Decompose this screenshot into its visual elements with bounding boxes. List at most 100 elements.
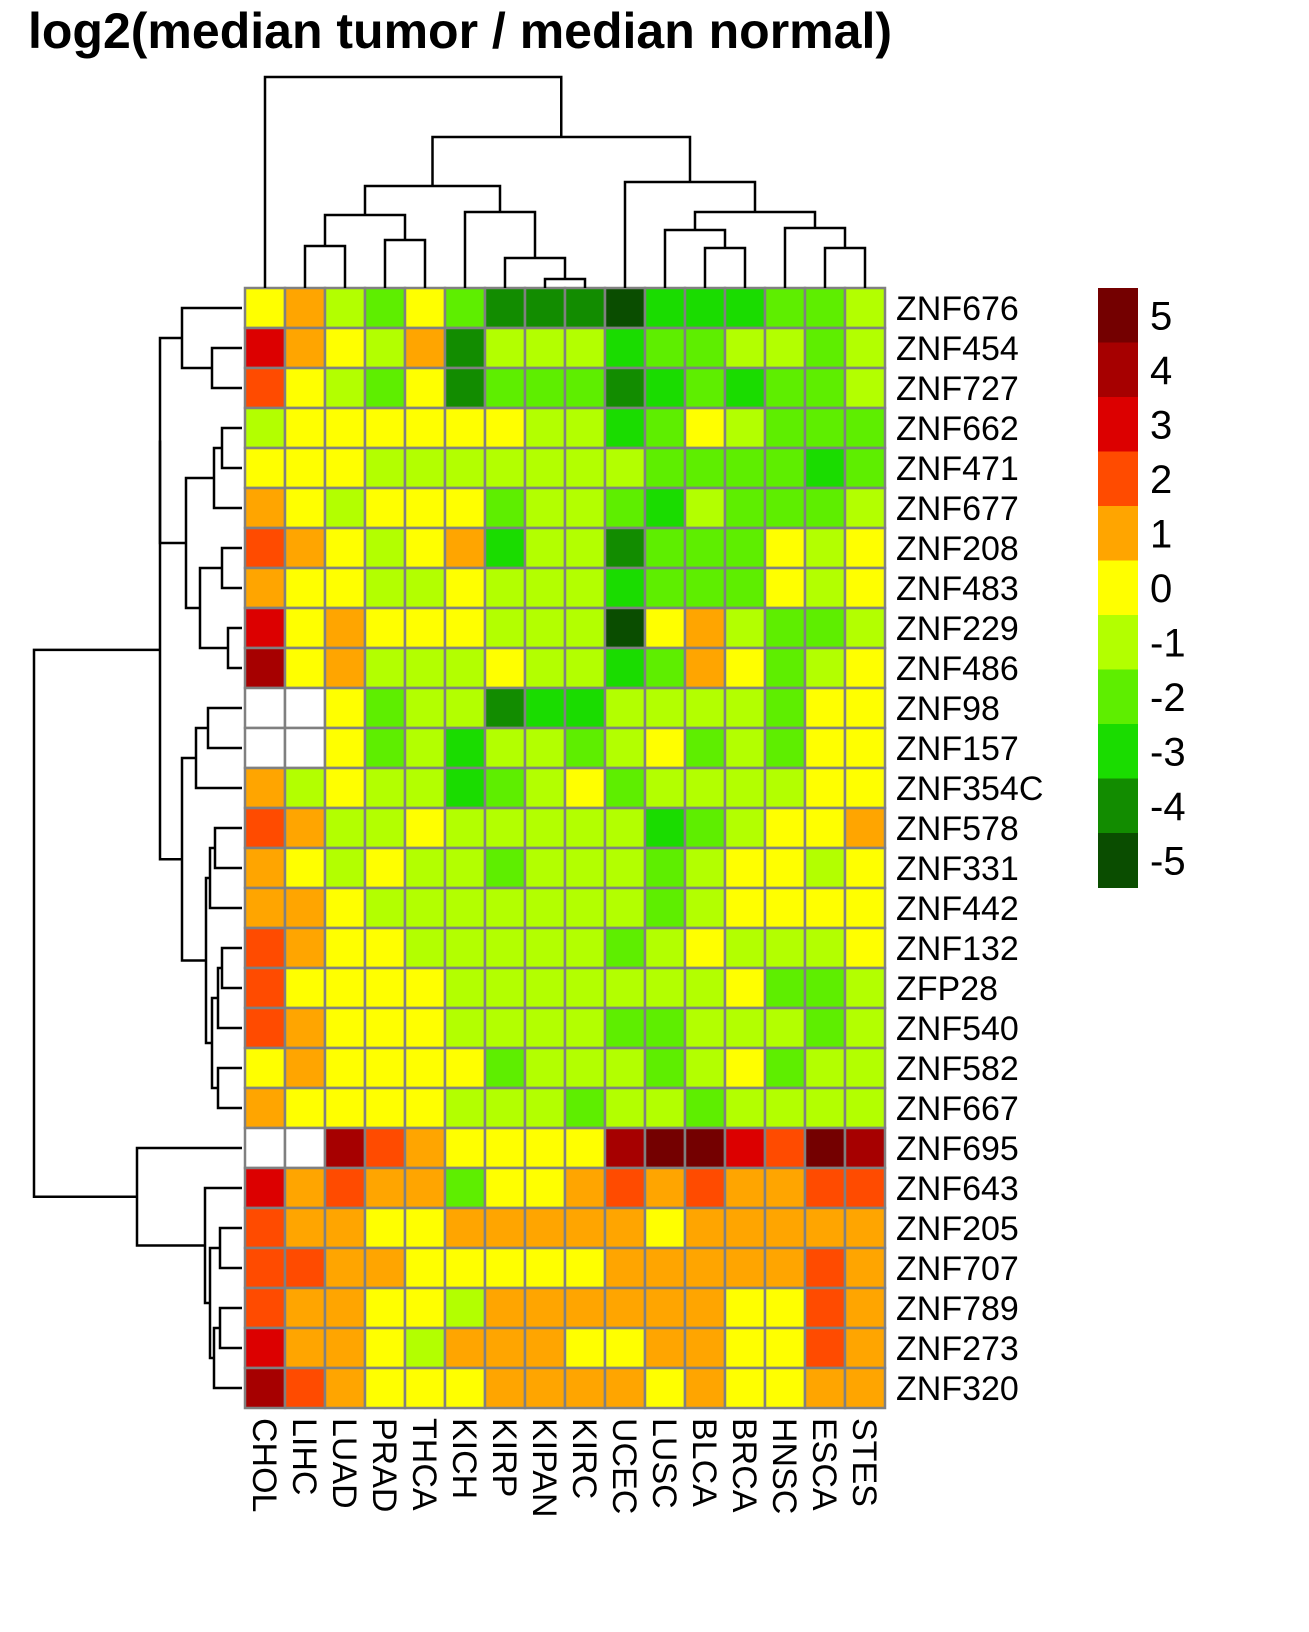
heatmap-cell-ZNF454-KIPAN [523, 326, 567, 370]
heatmap-cell-ZNF229-LUSC [643, 606, 687, 650]
heatmap-cell-ZNF578-BLCA [683, 806, 727, 850]
row-dendrogram-branch [220, 946, 242, 990]
heatmap-cell-ZNF540-CHOL [243, 1006, 287, 1050]
heatmap-cell-ZNF727-LUAD [323, 366, 367, 410]
column-dendrogram-branch [823, 246, 867, 288]
heatmap-cell-ZFP28-PRAD [363, 966, 407, 1010]
heatmap-cell-ZNF662-LUSC [643, 406, 687, 450]
heatmap-cell-ZNF483-THCA [403, 566, 447, 610]
heatmap-cell-ZNF707-BLCA [683, 1246, 727, 1290]
heatmap-cell-ZNF132-BLCA [683, 926, 727, 970]
heatmap-cell-ZNF273-KIRP [483, 1326, 527, 1370]
column-label: PRAD [365, 1418, 403, 1512]
heatmap-cell-ZNF320-STES [843, 1366, 887, 1410]
heatmap-cell-ZNF707-KICH [443, 1246, 487, 1290]
heatmap-cell-ZNF98-ESCA [803, 686, 847, 730]
row-label: ZNF676 [896, 290, 1019, 328]
column-dendrogram-branch [303, 244, 347, 288]
row-label: ZNF205 [896, 1210, 1019, 1248]
heatmap-cell-ZNF486-ESCA [803, 646, 847, 690]
heatmap-cell-ZNF132-ESCA [803, 926, 847, 970]
heatmap-cell-ZNF331-BLCA [683, 846, 727, 890]
heatmap-cell-ZNF727-LIHC [283, 366, 327, 410]
heatmap-cell-ZNF442-KIRC [563, 886, 607, 930]
heatmap-cell-ZNF442-KIPAN [523, 886, 567, 930]
heatmap-cell-ZNF229-STES [843, 606, 887, 650]
heatmap-cell-ZNF205-BRCA [723, 1206, 767, 1250]
heatmap-cell-ZFP28-CHOL [243, 966, 287, 1010]
heatmap-cell-ZNF677-HNSC [763, 486, 807, 530]
column-label: KIPAN [525, 1418, 563, 1518]
heatmap-cell-ZNF208-ESCA [803, 526, 847, 570]
heatmap-cell-ZNF578-KIRP [483, 806, 527, 850]
legend-tick-label: 2 [1150, 458, 1172, 502]
legend-tick-label: 3 [1150, 403, 1172, 447]
heatmap-cell-ZNF789-ESCA [803, 1286, 847, 1330]
heatmap-cell-ZNF707-BRCA [723, 1246, 767, 1290]
legend-tick-label: 5 [1150, 294, 1172, 338]
heatmap-cell-ZNF320-LUSC [643, 1366, 687, 1410]
heatmap-cell-ZNF727-BRCA [723, 366, 767, 410]
heatmap-cell-ZNF320-KICH [443, 1366, 487, 1410]
heatmap-cell-ZNF320-LUAD [323, 1366, 367, 1410]
heatmap-cell-ZNF582-KIRP [483, 1046, 527, 1090]
heatmap-cell-ZNF582-KIRC [563, 1046, 607, 1090]
heatmap-cell-ZNF205-KICH [443, 1206, 487, 1250]
column-label: LIHC [285, 1418, 323, 1495]
column-label: BLCA [685, 1418, 723, 1507]
heatmap-cell-ZNF677-KIRC [563, 486, 607, 530]
heatmap-cell-ZNF676-LIHC [283, 286, 327, 330]
heatmap-cell-ZNF454-LUAD [323, 326, 367, 370]
row-dendrogram-branch [226, 626, 242, 670]
heatmap-cell-ZNF667-HNSC [763, 1086, 807, 1130]
heatmap-cell-ZNF707-PRAD [363, 1246, 407, 1290]
heatmap-cell-ZNF273-KIPAN [523, 1326, 567, 1370]
heatmap-cell-ZNF486-CHOL [243, 646, 287, 690]
heatmap-cell-ZNF331-LUAD [323, 846, 367, 890]
heatmap-cell-ZNF695-LIHC [283, 1126, 327, 1170]
heatmap-cell-ZNF442-LUAD [323, 886, 367, 930]
heatmap-cell-ZNF578-STES [843, 806, 887, 850]
row-label: ZNF486 [896, 650, 1019, 688]
column-label: HNSC [765, 1418, 803, 1514]
heatmap-cell-ZNF667-KIRP [483, 1086, 527, 1130]
heatmap-cell-ZNF676-LUSC [643, 286, 687, 330]
heatmap-cell-ZNF229-LIHC [283, 606, 327, 650]
heatmap-cell-ZNF98-KIRC [563, 686, 607, 730]
heatmap-cell-ZNF707-LUSC [643, 1246, 687, 1290]
heatmap-cell-ZNF676-BRCA [723, 286, 767, 330]
heatmap-cell-ZNF157-CHOL [243, 726, 287, 770]
heatmap-cell-ZNF727-CHOL [243, 366, 287, 410]
heatmap-cell-ZNF98-KIPAN [523, 686, 567, 730]
legend-swatch [1098, 833, 1138, 888]
heatmap-cell-ZNF695-LUSC [643, 1126, 687, 1170]
heatmap-cell-ZNF98-BRCA [723, 686, 767, 730]
heatmap-cell-ZNF540-BRCA [723, 1006, 767, 1050]
heatmap-cell-ZFP28-LIHC [283, 966, 327, 1010]
heatmap-cell-ZNF540-LIHC [283, 1006, 327, 1050]
column-dendrogram [263, 75, 867, 288]
heatmap-cell-ZNF695-KICH [443, 1126, 487, 1170]
heatmap-cell-ZNF667-THCA [403, 1086, 447, 1130]
heatmap-cell-ZNF789-KIPAN [523, 1286, 567, 1330]
row-label: ZNF695 [896, 1130, 1019, 1168]
heatmap-cell-ZNF157-BLCA [683, 726, 727, 770]
heatmap-cell-ZNF677-ESCA [803, 486, 847, 530]
heatmap-cell-ZNF727-HNSC [763, 366, 807, 410]
heatmap-cell-ZNF540-STES [843, 1006, 887, 1050]
heatmap-cell-ZNF483-ESCA [803, 566, 847, 610]
heatmap-cell-ZNF695-PRAD [363, 1126, 407, 1170]
heatmap-cell-ZNF442-HNSC [763, 886, 807, 930]
heatmap-cell-ZNF471-ESCA [803, 446, 847, 490]
chart-title: log2(median tumor / median normal) [28, 3, 892, 59]
heatmap-cell-ZNF643-UCEC [603, 1166, 647, 1210]
heatmap-cell-ZNF442-BRCA [723, 886, 767, 930]
heatmap-cell-ZNF789-LUAD [323, 1286, 367, 1330]
row-label: ZNF667 [896, 1090, 1019, 1128]
row-dendrogram [32, 306, 242, 1390]
heatmap-cell-ZNF331-ESCA [803, 846, 847, 890]
heatmap-cell-ZNF667-PRAD [363, 1086, 407, 1130]
heatmap-cell-ZNF354C-STES [843, 766, 887, 810]
heatmap-cell-ZNF578-KIRC [563, 806, 607, 850]
heatmap-cell-ZNF582-LUAD [323, 1046, 367, 1090]
